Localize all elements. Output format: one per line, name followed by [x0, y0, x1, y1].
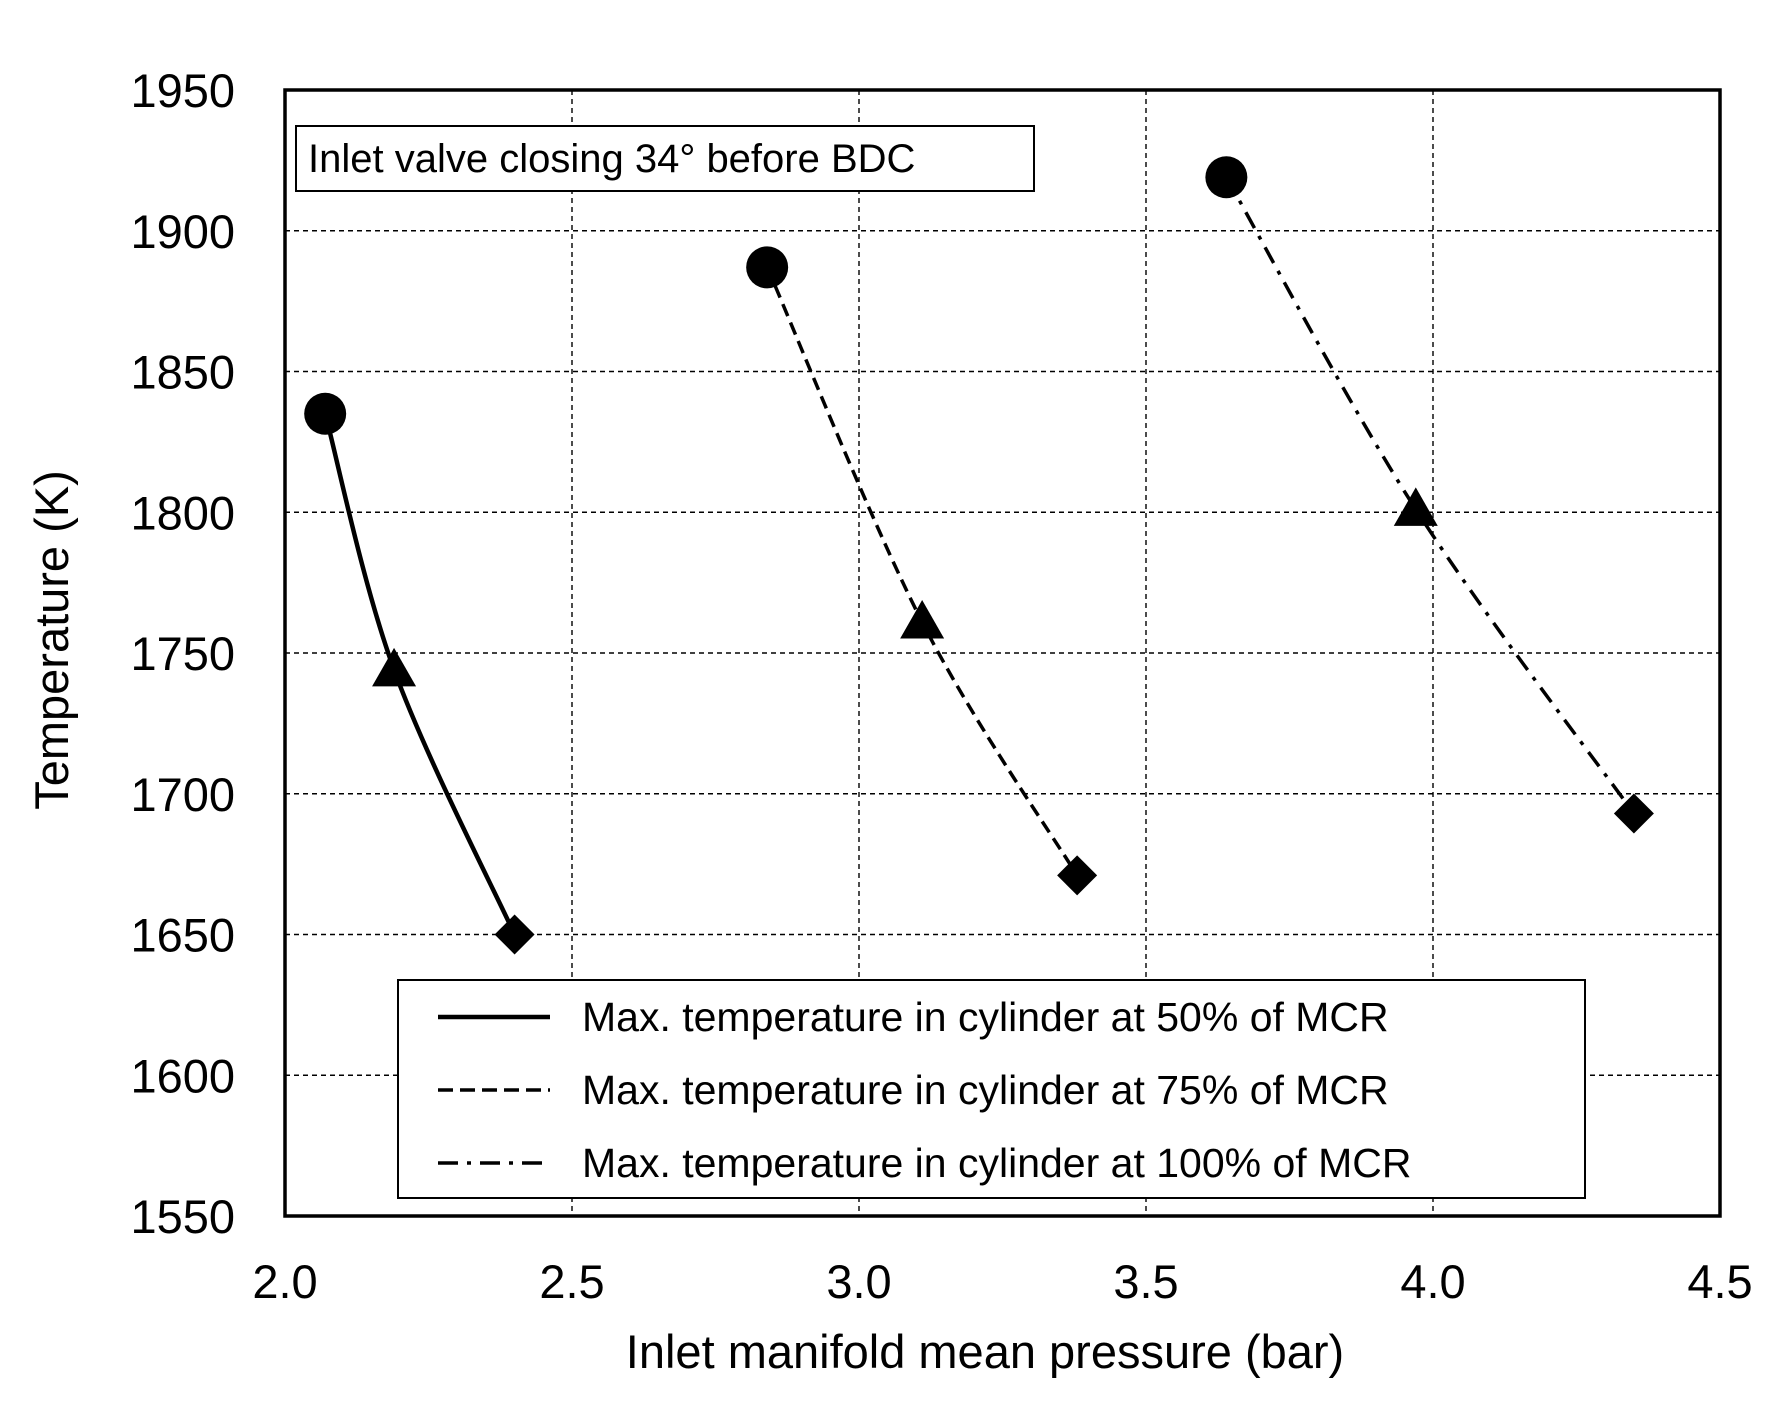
legend-label-100: Max. temperature in cylinder at 100% of … — [582, 1140, 1411, 1186]
marker-circle — [746, 246, 789, 289]
annotation-frame — [295, 125, 1035, 192]
x-tick-label: 3.0 — [826, 1255, 891, 1308]
marker-circle — [304, 392, 347, 435]
y-tick-label: 1850 — [130, 346, 235, 399]
x-tick-label: 2.0 — [252, 1255, 317, 1308]
x-tick-label: 4.0 — [1400, 1255, 1465, 1308]
marker-circle — [1205, 156, 1248, 199]
legend-label-50: Max. temperature in cylinder at 50% of M… — [582, 994, 1389, 1040]
x-axis-title: Inlet manifold mean pressure (bar) — [626, 1325, 1344, 1378]
x-tick-label: 2.5 — [539, 1255, 604, 1308]
plot-area-frame — [283, 88, 1722, 1218]
y-tick-label: 1700 — [130, 768, 235, 821]
legend: Max. temperature in cylinder at 50% of M… — [397, 979, 1586, 1199]
y-tick-label: 1950 — [130, 64, 235, 117]
marker-diamond — [494, 914, 535, 955]
y-tick-label: 1900 — [130, 205, 235, 258]
marker-triangle — [900, 600, 945, 639]
marker-triangle — [1393, 487, 1438, 526]
series-0 — [304, 392, 535, 955]
marker-diamond — [1057, 855, 1098, 896]
legend-frame — [397, 979, 1586, 1199]
x-tick-labels: 2.0 2.5 3.0 3.5 4.0 4.5 — [252, 1255, 1752, 1308]
legend-label-75: Max. temperature in cylinder at 75% of M… — [582, 1067, 1389, 1113]
y-tick-label: 1600 — [130, 1049, 235, 1102]
marker-diamond — [1613, 793, 1654, 834]
y-tick-label: 1750 — [130, 627, 235, 680]
y-tick-label: 1650 — [130, 909, 235, 962]
annotation-box: Inlet valve closing 34° before BDC — [295, 125, 1035, 192]
x-tick-label: 3.5 — [1113, 1255, 1178, 1308]
series-2 — [1205, 156, 1654, 834]
y-tick-label: 1550 — [130, 1190, 235, 1243]
annotation-text: Inlet valve closing 34° before BDC — [308, 137, 915, 181]
y-axis-title: Temperature (K) — [25, 470, 78, 810]
marker-triangle — [372, 647, 417, 687]
series-1 — [746, 246, 1098, 896]
y-tick-labels: 1550 1600 1650 1700 1750 1800 1850 1900 1950 — [130, 64, 235, 1243]
x-tick-label: 4.5 — [1687, 1255, 1752, 1308]
series-layer — [304, 156, 1654, 955]
y-tick-label: 1800 — [130, 486, 235, 539]
series-line — [1224, 176, 1636, 815]
